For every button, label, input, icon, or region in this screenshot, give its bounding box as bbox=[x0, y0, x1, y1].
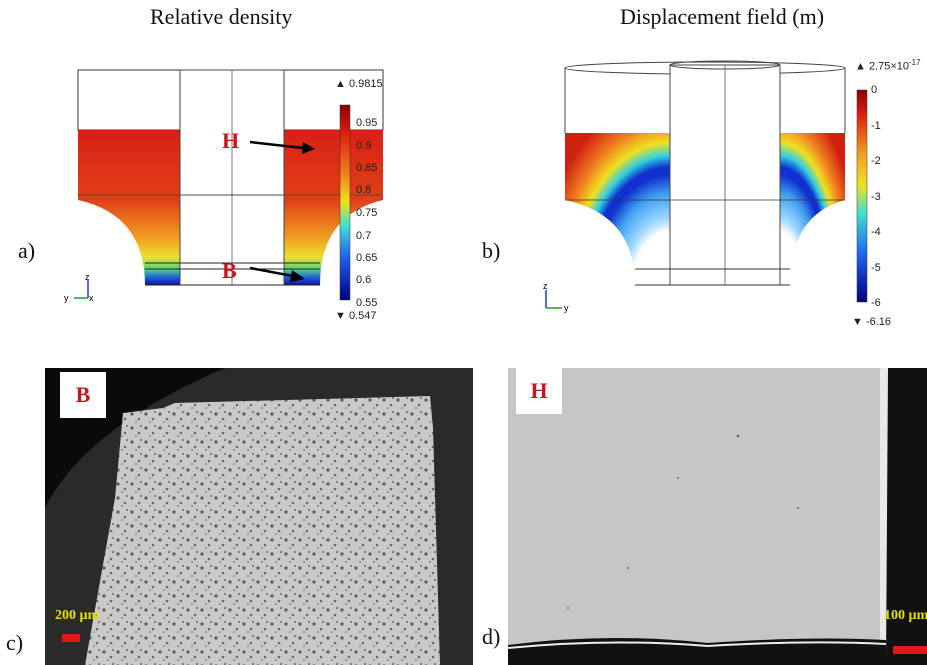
density-max-marker: ▲ 0.9815 bbox=[335, 78, 383, 90]
annotation-arrows bbox=[249, 140, 315, 282]
displacement-tick-3: -3 bbox=[871, 191, 881, 203]
displacement-tick-5: -5 bbox=[871, 262, 881, 274]
panel-label-a: a) bbox=[18, 238, 36, 263]
micrograph-c-scale-label: 200 µm bbox=[55, 608, 100, 623]
axes-triad-a: z y x bbox=[62, 272, 102, 308]
density-tick-0: 0.95 bbox=[356, 117, 378, 129]
density-tick-4: 0.75 bbox=[356, 207, 378, 219]
panel-label-b: b) bbox=[482, 238, 501, 263]
axes-triad-b: z y bbox=[540, 280, 580, 316]
micrograph-d-scale-label: 100 µm bbox=[884, 608, 927, 623]
micrograph-c-letter: B bbox=[75, 382, 91, 407]
displacement-max-marker: ▲ 2.75×10-17 bbox=[855, 58, 921, 73]
panel-label-d: d) bbox=[482, 624, 501, 649]
displacement-max-exponent: -17 bbox=[909, 58, 921, 67]
density-min-marker: ▼ 0.547 bbox=[335, 310, 377, 322]
annotation-h-label: H bbox=[222, 128, 240, 153]
displacement-tick-2: -2 bbox=[871, 155, 881, 167]
micrograph-d-letter-box: H bbox=[516, 368, 562, 414]
micrograph-d-letter: H bbox=[530, 378, 548, 403]
panel-c-micrograph bbox=[45, 368, 473, 665]
displacement-tick-0: 0 bbox=[871, 84, 878, 96]
title-displacement-field: Displacement field (m) bbox=[620, 4, 825, 29]
triad-b-z-label: z bbox=[543, 281, 548, 291]
triad-a-x-label: x bbox=[89, 293, 94, 303]
annotation-b-label: B bbox=[222, 258, 237, 283]
panel-b-displacement-plot bbox=[545, 55, 927, 330]
triad-a-z-label: z bbox=[85, 272, 90, 282]
displacement-tick-1: -1 bbox=[871, 120, 881, 132]
density-tick-1: 0.9 bbox=[356, 140, 372, 152]
triad-b-y-label: y bbox=[564, 303, 569, 313]
triad-a-y-label: y bbox=[64, 293, 69, 303]
title-relative-density: Relative density bbox=[150, 4, 293, 29]
panel-d-micrograph bbox=[508, 368, 927, 665]
displacement-tick-6: -6 bbox=[871, 297, 881, 309]
density-tick-3: 0.8 bbox=[356, 184, 372, 196]
panel-label-c: c) bbox=[6, 630, 24, 655]
displacement-tick-4: -4 bbox=[871, 226, 881, 238]
displacement-max-prefix: ▲ 2.75×10 bbox=[855, 60, 910, 73]
density-tick-5: 0.7 bbox=[356, 230, 372, 242]
displacement-min-marker: ▼ -6.16 bbox=[852, 316, 892, 328]
panel-a-density-plot bbox=[40, 55, 420, 325]
micrograph-d-scale-bar bbox=[893, 646, 927, 654]
micrograph-c-letter-box: B bbox=[60, 372, 106, 418]
density-tick-2: 0.85 bbox=[356, 162, 378, 174]
density-tick-8: 0.55 bbox=[356, 297, 378, 309]
density-tick-6: 0.65 bbox=[356, 252, 378, 264]
micrograph-c-scale-bar bbox=[62, 634, 80, 642]
density-tick-7: 0.6 bbox=[356, 274, 372, 286]
